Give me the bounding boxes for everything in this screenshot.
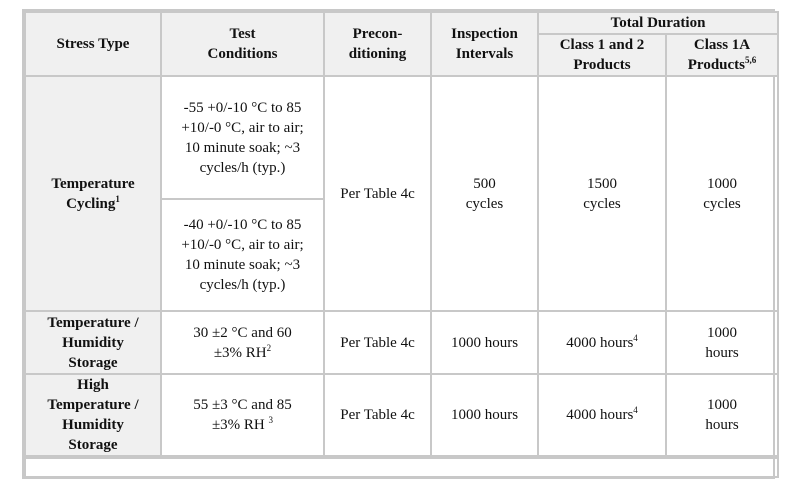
stress-type-cell: Temperature / Humidity Storage [24,310,162,375]
preconditioning-cell: Per Table 4c [323,310,432,375]
empty-row [23,455,780,478]
class12-cell: 1500 cycles [537,75,667,312]
header-stress-type: Stress Type [24,11,162,77]
preconditioning-cell: Per Table 4c [323,373,432,458]
stress-test-table: Stress Type Test Conditions Precon-ditio… [23,11,780,478]
inspection-cell: 500 cycles [430,75,539,312]
table-row: High Temperature / Humidity Storage 55 ±… [24,373,780,458]
table-row: Temperature Cycling1 -55 +0/-10 °C to 85… [24,75,780,312]
class1a-cell: 1000 hours [664,310,780,375]
stress-type-cell: High Temperature / Humidity Storage [24,373,162,458]
table-row: Temperature / Humidity Storage 30 ±2 °C … [24,310,780,375]
class1a-cell: 1000 cycles [664,75,780,312]
inspection-cell: 1000 hours [430,373,539,458]
class12-cell: 4000 hours4 [537,310,667,375]
test-conditions-cell: -55 +0/-10 °C to 85 +10/-0 °C, air to ai… [160,75,325,200]
test-conditions-cell: 55 ±3 °C and 85 ±3% RH 3 [160,373,325,458]
preconditioning-cell: Per Table 4c [323,75,432,312]
class1a-cell: 1000 hours [664,373,780,458]
header-class-1a: Class 1A Products5,6 [664,33,780,77]
header-total-duration: Total Duration [536,11,780,35]
stress-type-cell: Temperature Cycling1 [24,75,162,312]
header-test-conditions: Test Conditions [160,11,325,77]
header-inspection-intervals: Inspection Intervals [430,11,539,77]
class12-cell: 4000 hours4 [537,373,667,458]
header-class-1-2: Class 1 and 2 Products [537,33,667,77]
test-conditions-cell: -40 +0/-10 °C to 85 +10/-0 °C, air to ai… [160,198,325,312]
header-preconditioning: Precon-ditioning [323,11,432,77]
inspection-cell: 1000 hours [430,310,539,375]
test-conditions-cell: 30 ±2 °C and 60 ±3% RH2 [160,310,325,375]
